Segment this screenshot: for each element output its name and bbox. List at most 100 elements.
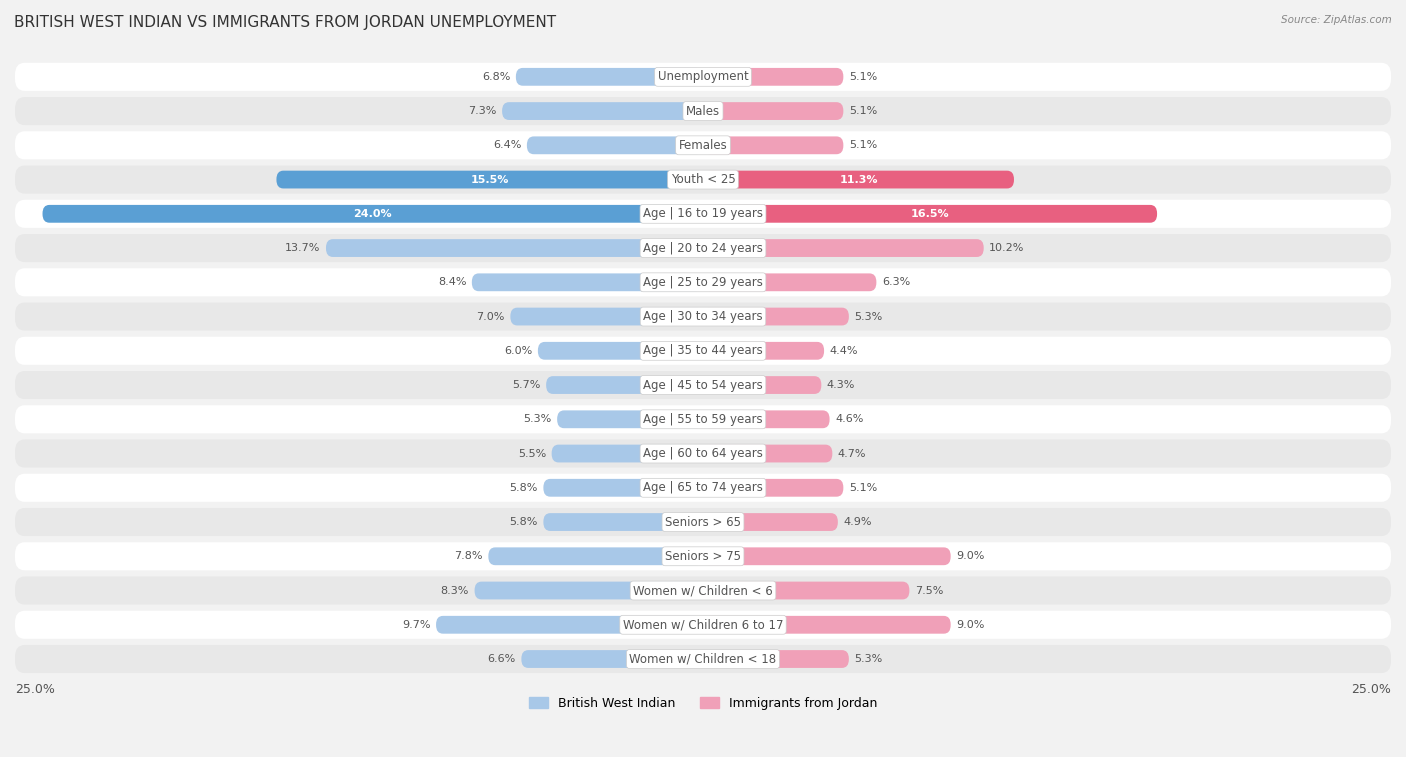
FancyBboxPatch shape [703,68,844,86]
FancyBboxPatch shape [546,376,703,394]
FancyBboxPatch shape [527,136,703,154]
Text: Youth < 25: Youth < 25 [671,173,735,186]
FancyBboxPatch shape [15,234,1391,262]
Text: Age | 55 to 59 years: Age | 55 to 59 years [643,413,763,425]
Text: 25.0%: 25.0% [1351,683,1391,696]
Text: 6.3%: 6.3% [882,277,910,288]
FancyBboxPatch shape [543,513,703,531]
FancyBboxPatch shape [703,581,910,600]
Text: 9.0%: 9.0% [956,551,984,561]
FancyBboxPatch shape [703,205,1157,223]
Text: 11.3%: 11.3% [839,175,877,185]
FancyBboxPatch shape [15,508,1391,536]
FancyBboxPatch shape [15,166,1391,194]
Text: Women w/ Children < 6: Women w/ Children < 6 [633,584,773,597]
Text: Age | 45 to 54 years: Age | 45 to 54 years [643,378,763,391]
Text: 4.3%: 4.3% [827,380,855,390]
FancyBboxPatch shape [326,239,703,257]
Text: 7.8%: 7.8% [454,551,482,561]
Text: Unemployment: Unemployment [658,70,748,83]
FancyBboxPatch shape [703,410,830,428]
FancyBboxPatch shape [15,577,1391,605]
FancyBboxPatch shape [15,200,1391,228]
FancyBboxPatch shape [15,405,1391,433]
Text: 5.3%: 5.3% [523,414,551,424]
Text: Women w/ Children < 18: Women w/ Children < 18 [630,653,776,665]
FancyBboxPatch shape [15,63,1391,91]
Text: 5.3%: 5.3% [855,312,883,322]
FancyBboxPatch shape [522,650,703,668]
Text: BRITISH WEST INDIAN VS IMMIGRANTS FROM JORDAN UNEMPLOYMENT: BRITISH WEST INDIAN VS IMMIGRANTS FROM J… [14,15,557,30]
Text: 5.8%: 5.8% [509,517,538,527]
Text: 6.0%: 6.0% [505,346,533,356]
FancyBboxPatch shape [703,376,821,394]
Text: 5.1%: 5.1% [849,72,877,82]
FancyBboxPatch shape [703,444,832,463]
FancyBboxPatch shape [15,440,1391,468]
FancyBboxPatch shape [703,616,950,634]
FancyBboxPatch shape [703,170,1014,188]
Text: Seniors > 65: Seniors > 65 [665,516,741,528]
Text: 8.4%: 8.4% [437,277,467,288]
Text: 7.0%: 7.0% [477,312,505,322]
FancyBboxPatch shape [15,371,1391,399]
FancyBboxPatch shape [15,97,1391,125]
FancyBboxPatch shape [703,136,844,154]
Text: Age | 20 to 24 years: Age | 20 to 24 years [643,241,763,254]
FancyBboxPatch shape [15,337,1391,365]
Text: 5.7%: 5.7% [512,380,541,390]
FancyBboxPatch shape [703,342,824,360]
Text: 9.0%: 9.0% [956,620,984,630]
FancyBboxPatch shape [703,239,984,257]
FancyBboxPatch shape [703,273,876,291]
Text: Seniors > 75: Seniors > 75 [665,550,741,562]
Text: 5.1%: 5.1% [849,140,877,151]
Text: Females: Females [679,139,727,152]
FancyBboxPatch shape [15,474,1391,502]
FancyBboxPatch shape [15,542,1391,570]
Text: 5.5%: 5.5% [517,449,546,459]
Text: 10.2%: 10.2% [990,243,1025,253]
Text: 5.1%: 5.1% [849,106,877,116]
FancyBboxPatch shape [488,547,703,565]
Text: Age | 35 to 44 years: Age | 35 to 44 years [643,344,763,357]
Text: 8.3%: 8.3% [440,585,470,596]
Text: 4.9%: 4.9% [844,517,872,527]
Text: 4.6%: 4.6% [835,414,863,424]
Text: 7.5%: 7.5% [915,585,943,596]
Text: Age | 30 to 34 years: Age | 30 to 34 years [643,310,763,323]
Text: Age | 65 to 74 years: Age | 65 to 74 years [643,481,763,494]
FancyBboxPatch shape [543,479,703,497]
Text: 24.0%: 24.0% [353,209,392,219]
FancyBboxPatch shape [703,513,838,531]
Legend: British West Indian, Immigrants from Jordan: British West Indian, Immigrants from Jor… [524,692,882,715]
Text: 15.5%: 15.5% [471,175,509,185]
Text: 25.0%: 25.0% [15,683,55,696]
Text: 13.7%: 13.7% [285,243,321,253]
FancyBboxPatch shape [557,410,703,428]
Text: 4.7%: 4.7% [838,449,866,459]
FancyBboxPatch shape [502,102,703,120]
FancyBboxPatch shape [516,68,703,86]
Text: 6.6%: 6.6% [488,654,516,664]
Text: Age | 16 to 19 years: Age | 16 to 19 years [643,207,763,220]
Text: 5.3%: 5.3% [855,654,883,664]
Text: Source: ZipAtlas.com: Source: ZipAtlas.com [1281,15,1392,25]
Text: 16.5%: 16.5% [911,209,949,219]
FancyBboxPatch shape [15,611,1391,639]
FancyBboxPatch shape [15,131,1391,160]
FancyBboxPatch shape [472,273,703,291]
FancyBboxPatch shape [703,307,849,326]
Text: Age | 60 to 64 years: Age | 60 to 64 years [643,447,763,460]
FancyBboxPatch shape [703,102,844,120]
FancyBboxPatch shape [277,170,703,188]
Text: Age | 25 to 29 years: Age | 25 to 29 years [643,276,763,289]
Text: 7.3%: 7.3% [468,106,496,116]
FancyBboxPatch shape [42,205,703,223]
FancyBboxPatch shape [703,650,849,668]
Text: 6.8%: 6.8% [482,72,510,82]
Text: 5.1%: 5.1% [849,483,877,493]
FancyBboxPatch shape [551,444,703,463]
FancyBboxPatch shape [538,342,703,360]
FancyBboxPatch shape [15,645,1391,673]
